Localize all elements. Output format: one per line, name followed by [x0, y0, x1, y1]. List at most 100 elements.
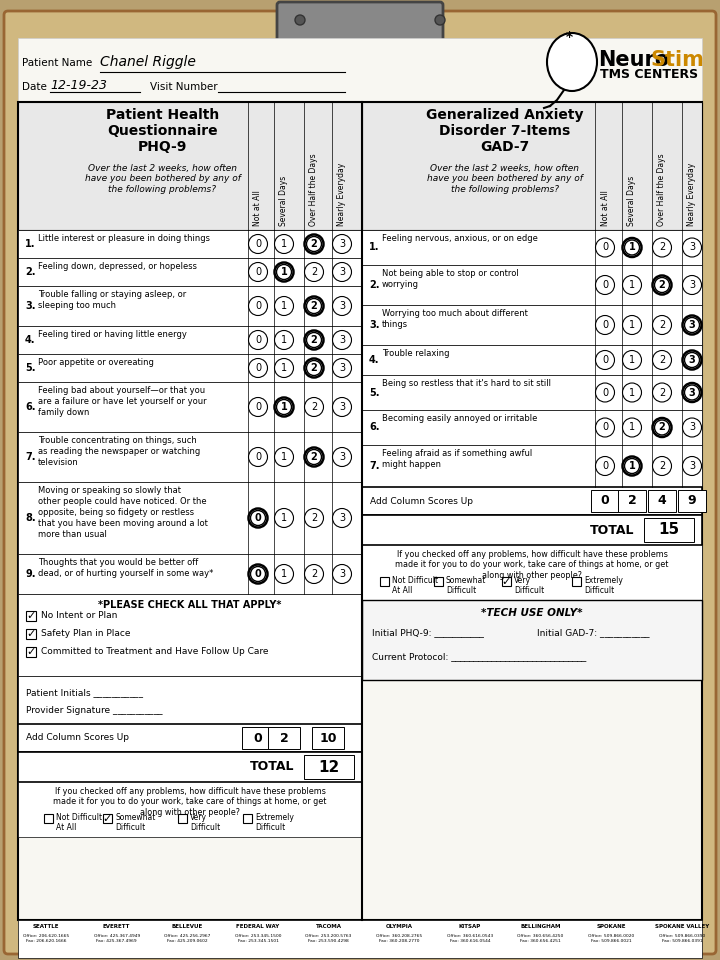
- Text: EVERETT: EVERETT: [103, 924, 130, 929]
- Text: 5.: 5.: [25, 363, 35, 373]
- Text: Several Days: Several Days: [279, 176, 289, 226]
- Text: If you checked off any problems, how difficult have these problems
made it for y: If you checked off any problems, how dif…: [53, 787, 327, 817]
- Text: Not Difficult
At All: Not Difficult At All: [392, 576, 438, 595]
- Circle shape: [305, 397, 323, 417]
- Circle shape: [333, 262, 351, 281]
- Text: Office: 509.866.0390
Fax: 509.866.0391: Office: 509.866.0390 Fax: 509.866.0391: [659, 934, 705, 943]
- Text: Add Column Scores Up: Add Column Scores Up: [26, 733, 129, 742]
- Circle shape: [305, 447, 323, 467]
- Text: 3: 3: [688, 355, 696, 365]
- Text: Provider Signature ___________: Provider Signature ___________: [26, 706, 163, 715]
- Text: Office: 360.208.2765
Fax: 360.208.2770: Office: 360.208.2765 Fax: 360.208.2770: [377, 934, 423, 943]
- Text: 0: 0: [255, 301, 261, 311]
- Text: 7.: 7.: [25, 452, 35, 462]
- Text: 1.: 1.: [25, 239, 35, 249]
- Circle shape: [685, 352, 700, 368]
- Circle shape: [683, 316, 701, 334]
- Text: Becoming easily annoyed or irritable: Becoming easily annoyed or irritable: [382, 414, 537, 423]
- Bar: [572, 577, 581, 586]
- Text: 4.: 4.: [369, 355, 379, 365]
- Circle shape: [683, 238, 701, 257]
- Circle shape: [652, 316, 672, 334]
- Text: 3: 3: [339, 363, 345, 373]
- FancyBboxPatch shape: [4, 11, 716, 954]
- Text: 3: 3: [688, 388, 696, 397]
- Text: Generalized Anxiety
Disorder 7-Items
GAD-7: Generalized Anxiety Disorder 7-Items GAD…: [426, 108, 583, 155]
- Bar: [18, 594, 362, 676]
- Text: Thoughts that you would be better off
dead, or of hurting yourself in some way*: Thoughts that you would be better off de…: [38, 558, 213, 578]
- Text: Initial GAD-7: ___________: Initial GAD-7: ___________: [537, 628, 649, 637]
- Bar: [26, 629, 36, 639]
- Text: Date: Date: [22, 82, 47, 92]
- Text: Office: 509.866.0020
Fax: 509.866.0021: Office: 509.866.0020 Fax: 509.866.0021: [588, 934, 634, 943]
- Text: 1: 1: [629, 243, 635, 252]
- Circle shape: [248, 262, 268, 281]
- Text: Office: 206.620.1665
Fax: 206.620.1666: Office: 206.620.1665 Fax: 206.620.1666: [23, 934, 69, 943]
- Text: 0: 0: [255, 267, 261, 277]
- Text: Worrying too much about different
things: Worrying too much about different things: [382, 309, 528, 329]
- Text: Office: 253.200.5763
Fax: 253.590.4298: Office: 253.200.5763 Fax: 253.590.4298: [305, 934, 352, 943]
- Circle shape: [652, 350, 672, 370]
- Text: Nearly Everyday: Nearly Everyday: [338, 163, 346, 226]
- Text: 1: 1: [629, 355, 635, 365]
- Text: Stim: Stim: [651, 50, 705, 70]
- Text: Over the last 2 weeks, how often
have you been bothered by any of
the following : Over the last 2 weeks, how often have yo…: [427, 164, 582, 194]
- Circle shape: [683, 276, 701, 295]
- Text: Neuro: Neuro: [598, 50, 670, 70]
- Text: Initial PHQ-9: ___________: Initial PHQ-9: ___________: [372, 628, 484, 637]
- Bar: [44, 814, 53, 823]
- Text: 1: 1: [281, 335, 287, 345]
- Bar: [18, 354, 362, 382]
- Text: 5.: 5.: [369, 388, 379, 397]
- Bar: [178, 814, 187, 823]
- Text: Somewhat
Difficult: Somewhat Difficult: [446, 576, 487, 595]
- Text: 2: 2: [659, 355, 665, 365]
- Circle shape: [333, 358, 351, 377]
- Text: 2: 2: [659, 461, 665, 471]
- Text: 1: 1: [629, 388, 635, 397]
- Text: 0: 0: [255, 402, 261, 412]
- Text: BELLEVUE: BELLEVUE: [171, 924, 203, 929]
- Bar: [312, 727, 344, 749]
- Text: 3: 3: [339, 239, 345, 249]
- Circle shape: [683, 457, 701, 475]
- Bar: [362, 410, 702, 445]
- Text: 1: 1: [281, 267, 287, 277]
- Text: 0: 0: [255, 363, 261, 373]
- Bar: [618, 490, 646, 512]
- Circle shape: [276, 265, 292, 279]
- Text: 0: 0: [602, 422, 608, 433]
- Circle shape: [685, 318, 700, 332]
- Text: 1: 1: [629, 461, 635, 471]
- Circle shape: [248, 447, 268, 467]
- Bar: [18, 326, 362, 354]
- Text: 0: 0: [255, 452, 261, 462]
- Circle shape: [333, 297, 351, 316]
- Text: 2: 2: [310, 301, 318, 311]
- Text: 2.: 2.: [369, 280, 379, 290]
- Text: 1.: 1.: [369, 243, 379, 252]
- Text: *TECH USE ONLY*: *TECH USE ONLY*: [481, 608, 582, 618]
- Circle shape: [251, 566, 266, 582]
- Text: 3: 3: [689, 461, 695, 471]
- Text: 8.: 8.: [25, 513, 35, 523]
- Bar: [18, 432, 362, 482]
- Circle shape: [623, 457, 642, 475]
- Circle shape: [654, 277, 670, 293]
- Circle shape: [623, 350, 642, 370]
- Circle shape: [652, 457, 672, 475]
- Circle shape: [305, 330, 323, 349]
- Bar: [243, 814, 252, 823]
- Bar: [648, 490, 676, 512]
- Bar: [380, 577, 389, 586]
- Circle shape: [274, 297, 294, 316]
- Text: 3: 3: [339, 335, 345, 345]
- Text: 2: 2: [310, 363, 318, 373]
- Text: SPOKANE VALLEY: SPOKANE VALLEY: [655, 924, 709, 929]
- Circle shape: [305, 358, 323, 377]
- Circle shape: [274, 358, 294, 377]
- Text: Feeling afraid as if something awful
might happen: Feeling afraid as if something awful mig…: [382, 449, 532, 469]
- Text: 2: 2: [311, 267, 317, 277]
- Circle shape: [248, 297, 268, 316]
- Bar: [591, 490, 619, 512]
